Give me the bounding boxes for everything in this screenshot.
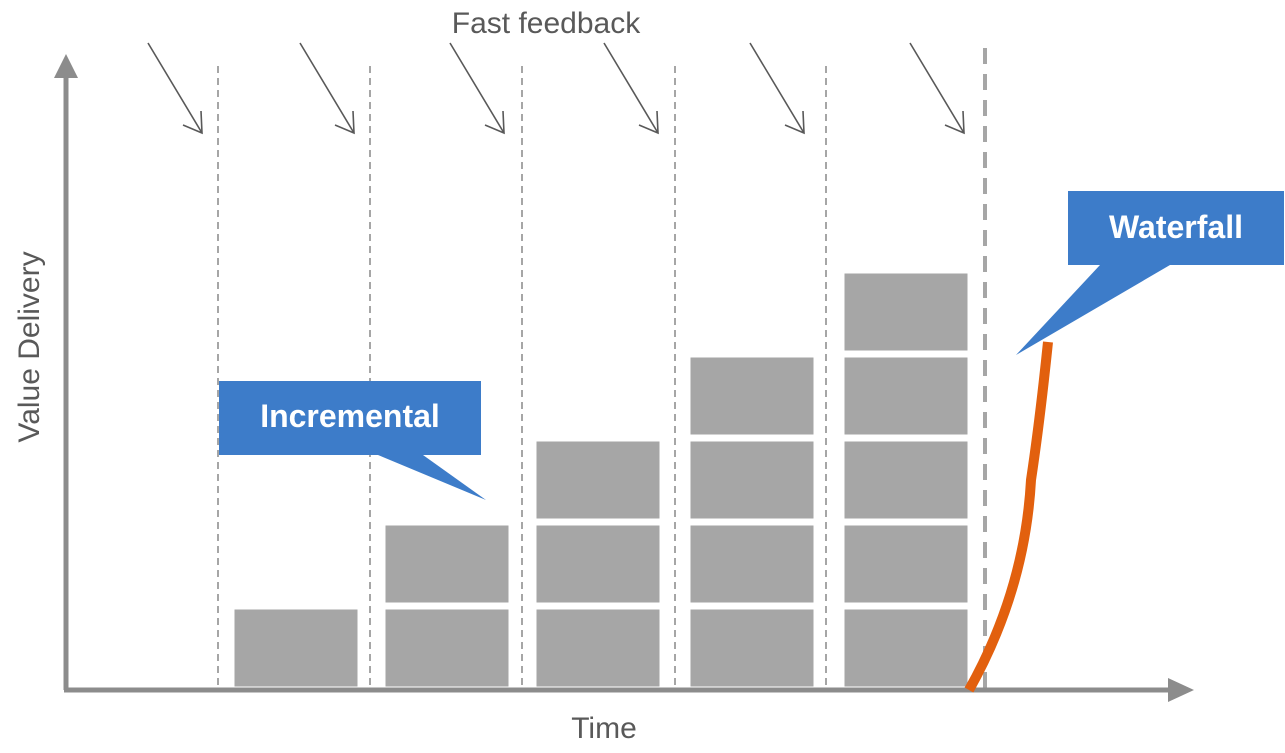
value-block bbox=[533, 438, 663, 522]
time-axis-label: Time bbox=[571, 712, 637, 745]
incremental-callout-label: Incremental bbox=[260, 398, 440, 434]
incremental-callout: Incremental bbox=[219, 381, 486, 500]
incremental-callout-box bbox=[219, 381, 486, 500]
x-axis-arrowhead bbox=[1168, 678, 1194, 702]
feedback-arrow bbox=[909, 42, 965, 135]
value-block bbox=[687, 354, 817, 438]
feedback-arrow bbox=[749, 42, 805, 135]
feedback-arrow bbox=[603, 42, 659, 135]
value-block bbox=[841, 270, 971, 354]
value-delivery-axis-label: Value Delivery bbox=[13, 251, 46, 442]
feedback-arrow bbox=[449, 42, 505, 135]
value-block bbox=[382, 606, 512, 690]
value-block bbox=[687, 438, 817, 522]
stack-column bbox=[841, 270, 971, 690]
value-block bbox=[687, 522, 817, 606]
waterfall-callout: Waterfall bbox=[1016, 191, 1284, 355]
value-block bbox=[687, 606, 817, 690]
value-block bbox=[841, 522, 971, 606]
fast-feedback-label: Fast feedback bbox=[452, 7, 641, 40]
waterfall-curve bbox=[964, 341, 1053, 693]
stack-column bbox=[382, 522, 512, 690]
feedback-arrow bbox=[299, 42, 355, 135]
stack-column bbox=[533, 438, 663, 690]
axes bbox=[54, 54, 1194, 702]
stack-column bbox=[687, 354, 817, 690]
value-block bbox=[231, 606, 361, 690]
value-block bbox=[382, 522, 512, 606]
value-block bbox=[841, 354, 971, 438]
value-blocks bbox=[231, 270, 971, 690]
stack-column bbox=[231, 606, 361, 690]
value-block bbox=[841, 438, 971, 522]
feedback-arrow bbox=[147, 42, 203, 135]
value-block bbox=[533, 606, 663, 690]
value-block bbox=[841, 606, 971, 690]
iteration-dividers bbox=[217, 48, 987, 690]
waterfall-callout-label: Waterfall bbox=[1109, 209, 1243, 245]
y-axis-arrowhead bbox=[54, 54, 78, 78]
feedback-arrows bbox=[147, 42, 965, 135]
value-block bbox=[533, 522, 663, 606]
waterfall-callout-box bbox=[1016, 191, 1284, 355]
